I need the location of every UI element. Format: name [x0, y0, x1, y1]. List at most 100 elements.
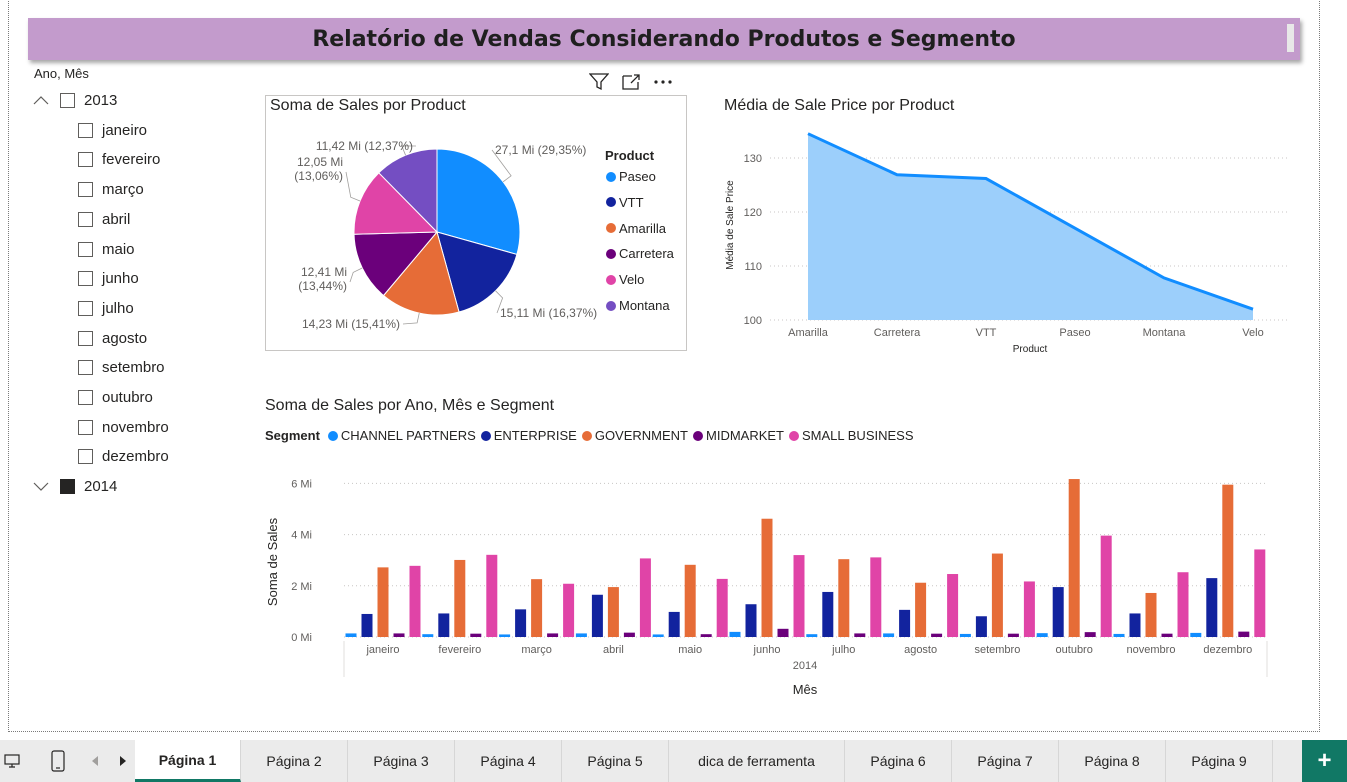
page-tab-7[interactable]: Página 6 [845, 740, 952, 782]
bar-small-business[interactable] [947, 574, 959, 637]
pie-slice-paseo[interactable] [436, 148, 521, 256]
page-tab-5[interactable]: Página 5 [562, 740, 669, 782]
bar-small-business[interactable] [409, 565, 421, 637]
bar-midmarket[interactable] [700, 634, 712, 637]
pie-slice-montana[interactable] [378, 148, 438, 234]
bar-small-business[interactable] [1177, 572, 1189, 637]
pie-legend-item-amarilla[interactable]: Amarilla [606, 221, 666, 236]
pie-legend-item-paseo[interactable]: Paseo [606, 169, 656, 184]
pie-slice-amarilla[interactable] [382, 230, 460, 316]
slicer-year-2013[interactable]: 2013 [32, 89, 117, 111]
bar-channel-partners[interactable] [422, 634, 434, 637]
chevron-up-icon[interactable] [32, 94, 50, 106]
slicer-checkbox[interactable] [78, 390, 93, 405]
slicer-checkbox[interactable] [78, 419, 93, 435]
bar-enterprise[interactable] [1129, 613, 1141, 637]
slicer-checkbox[interactable] [78, 182, 93, 198]
page-tab-3[interactable]: Página 3 [348, 740, 455, 782]
bar-enterprise[interactable] [1052, 587, 1064, 637]
bar-channel-partners[interactable] [729, 631, 741, 637]
slicer-month-setembro[interactable]: setembro [78, 357, 165, 379]
bar-small-business[interactable] [1023, 581, 1035, 637]
bar-midmarket[interactable] [1084, 632, 1096, 637]
bar-enterprise[interactable] [975, 616, 987, 637]
slicer-month-junho[interactable]: junho [78, 268, 139, 290]
bar-government[interactable] [1222, 484, 1234, 637]
bar-government[interactable] [454, 559, 466, 637]
pie-slice-carretera[interactable] [353, 231, 439, 297]
add-page-button[interactable]: + [1302, 740, 1347, 782]
bar-government[interactable] [1068, 479, 1080, 637]
bar-chart-svg[interactable]: 0 Mi 2 Mi 4 Mi 6 Mi janeiro fevereiro março abr… [262, 470, 1302, 710]
bar-midmarket[interactable] [547, 633, 559, 637]
bar-small-business[interactable] [486, 554, 498, 637]
segment-legend-item[interactable]: MIDMARKET [693, 428, 784, 443]
chevron-down-icon[interactable] [32, 480, 50, 492]
segment-legend-item[interactable]: CHANNEL PARTNERS [327, 428, 476, 443]
bar-channel-partners[interactable] [1190, 632, 1202, 637]
bar-government[interactable] [684, 564, 696, 637]
next-page-icon[interactable] [114, 740, 132, 782]
slicer-checkbox[interactable] [60, 92, 75, 108]
slicer-month-maio[interactable]: maio [78, 238, 135, 260]
prev-page-icon[interactable] [86, 740, 104, 782]
bar-small-business[interactable] [1100, 535, 1112, 637]
slicer-checkbox[interactable] [78, 152, 93, 168]
slicer-month-agosto[interactable]: agosto [78, 327, 147, 349]
bar-small-business[interactable] [563, 583, 575, 637]
bar-enterprise[interactable] [822, 591, 834, 637]
slicer-month-março[interactable]: março [78, 179, 144, 201]
segment-legend-item[interactable]: SMALL BUSINESS [789, 428, 914, 443]
title-scroll-thumb[interactable] [1287, 24, 1294, 52]
bar-government[interactable] [838, 559, 850, 637]
page-tab-4[interactable]: Página 4 [455, 740, 562, 782]
bar-midmarket[interactable] [1161, 633, 1173, 637]
slicer-month-fevereiro[interactable]: fevereiro [78, 149, 160, 171]
slicer-checkbox[interactable] [78, 449, 93, 465]
slicer-month-dezembro[interactable]: dezembro [78, 446, 169, 468]
focus-mode-icon[interactable] [620, 71, 642, 93]
bar-channel-partners[interactable] [959, 633, 971, 637]
bar-small-business[interactable] [870, 557, 882, 637]
area-line[interactable] [807, 132, 1254, 311]
bar-government[interactable] [991, 553, 1003, 637]
slicer-checkbox[interactable] [78, 360, 93, 376]
pie-chart-visual[interactable] [265, 95, 687, 351]
slicer-month-abril[interactable]: abril [78, 208, 130, 230]
bar-government[interactable] [377, 567, 389, 637]
bar-midmarket[interactable] [393, 633, 405, 637]
bar-small-business[interactable] [793, 555, 805, 637]
bar-enterprise[interactable] [515, 609, 527, 637]
page-tab-9[interactable]: Página 8 [1059, 740, 1166, 782]
bar-midmarket[interactable] [931, 633, 943, 637]
more-options-icon[interactable] [652, 71, 674, 93]
area-chart-svg[interactable]: 100 110 120 130 Amarilla Carretera VTT Paseo Mon… [720, 120, 1300, 360]
bar-government[interactable] [761, 518, 773, 637]
bar-government[interactable] [1145, 592, 1157, 637]
slicer-checkbox[interactable] [78, 211, 93, 227]
bar-midmarket[interactable] [854, 633, 866, 637]
bar-small-business[interactable] [1254, 549, 1266, 637]
slicer-checkbox[interactable] [78, 300, 93, 316]
bar-government[interactable] [915, 582, 927, 637]
slicer-year-2014[interactable]: 2014 [32, 475, 117, 497]
bar-channel-partners[interactable] [652, 634, 664, 637]
bar-midmarket[interactable] [777, 628, 789, 637]
pie-legend-item-vtt[interactable]: VTT [606, 195, 644, 210]
bar-government[interactable] [607, 587, 619, 637]
desktop-layout-icon[interactable] [0, 740, 24, 782]
slicer-checkbox[interactable] [78, 241, 93, 257]
bar-enterprise[interactable] [361, 613, 373, 637]
bar-enterprise[interactable] [668, 611, 680, 637]
slicer-month-novembro[interactable]: novembro [78, 416, 169, 438]
bar-enterprise[interactable] [591, 594, 603, 637]
pie-slice-velo[interactable] [353, 172, 439, 235]
pie-legend-item-carretera[interactable]: Carretera [606, 246, 674, 261]
bar-channel-partners[interactable] [806, 634, 818, 637]
bar-enterprise[interactable] [438, 613, 450, 637]
page-tab-1[interactable]: Página 1 [135, 740, 241, 782]
pie-legend-item-velo[interactable]: Velo [606, 272, 644, 287]
page-tab-6[interactable]: dica de ferramenta [669, 740, 845, 782]
bar-channel-partners[interactable] [1113, 633, 1125, 637]
segment-legend-item[interactable]: ENTERPRISE [480, 428, 577, 443]
